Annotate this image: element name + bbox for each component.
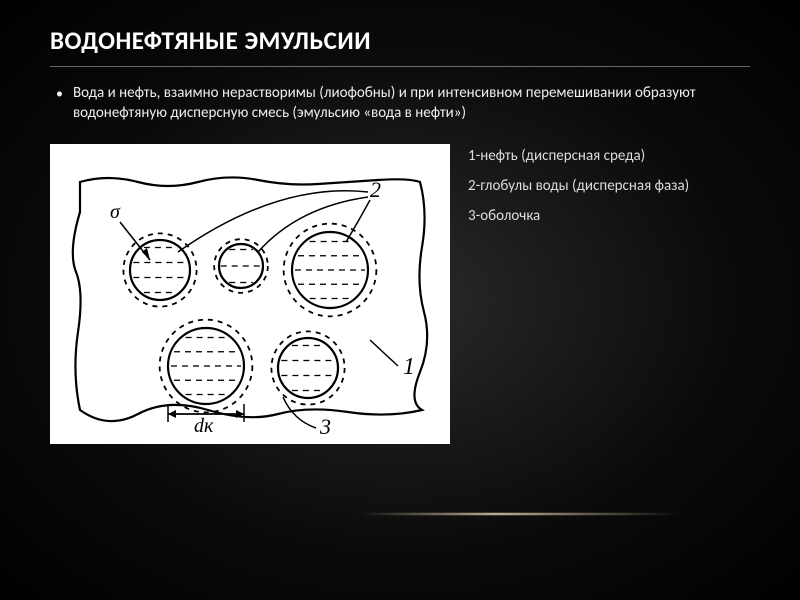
label-dk: dк [194, 415, 214, 436]
globule-1 [123, 233, 196, 306]
legend: 1-нефть (дисперсная среда) 2-глобулы вод… [468, 144, 689, 234]
globules [123, 223, 376, 412]
main-bullet: • Вода и нефть, взаимно нерастворимы (ли… [50, 83, 730, 124]
globule-5 [271, 331, 344, 404]
label-3-group: 3 [283, 397, 331, 436]
legend-item-2: 2-глобулы воды (дисперсная фаза) [468, 174, 689, 198]
leader-2c [346, 200, 370, 242]
bullet-text: Вода и нефть, взаимно нерастворимы (лиоф… [73, 83, 730, 124]
leader-1 [370, 340, 398, 366]
globule-3 [284, 223, 377, 316]
bullet-dot-icon: • [56, 83, 63, 124]
emulsion-diagram: 2 σ 1 3 [50, 144, 450, 444]
label-2: 2 [370, 177, 381, 202]
arrowhead-left-icon [168, 410, 176, 418]
legend-item-1: 1-нефть (дисперсная среда) [468, 144, 689, 168]
label-3: 3 [319, 414, 331, 436]
globule-4 [160, 319, 253, 412]
label-2-group: 2 [178, 177, 381, 252]
horizon-glow [0, 513, 800, 515]
page-title: ВОДОНЕФТЯНЫЕ ЭМУЛЬСИИ [50, 25, 750, 56]
label-1: 1 [403, 354, 415, 380]
legend-item-3: 3-оболочка [468, 204, 689, 228]
oil-border [73, 177, 427, 421]
label-sigma-group: σ [110, 201, 150, 260]
label-1-group: 1 [370, 340, 415, 380]
leader-2a [178, 190, 368, 251]
globule-2 [214, 239, 268, 293]
title-block: ВОДОНЕФТЯНЫЕ ЭМУЛЬСИИ [50, 25, 750, 67]
arrowhead-sigma-icon [142, 248, 150, 260]
label-sigma: σ [110, 201, 121, 223]
leader-2b [258, 197, 368, 252]
